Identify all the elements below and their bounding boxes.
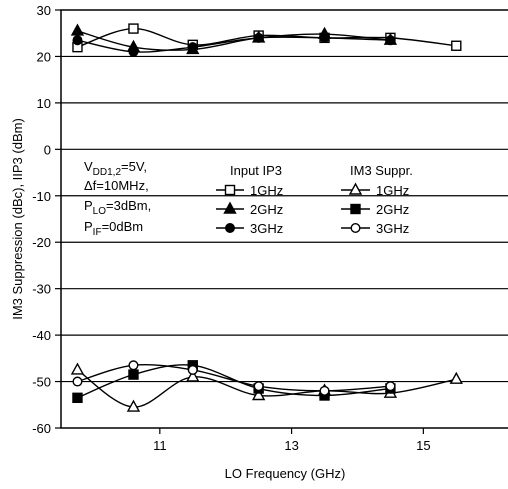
- legend-entry: 3GHz: [216, 221, 283, 236]
- legend-marker: [348, 182, 363, 195]
- y-tick-label: -60: [32, 421, 51, 436]
- y-tick-label: 0: [44, 142, 51, 157]
- legend-label: 2GHz: [376, 202, 409, 217]
- legend-entry: 1GHz: [216, 183, 283, 198]
- x-tick-label: 11: [153, 438, 167, 453]
- data-point: [319, 32, 330, 43]
- data-point: [128, 23, 139, 34]
- series-6: [72, 360, 396, 396]
- y-tick-label: -30: [32, 282, 51, 297]
- plot-frame: [60, 9, 508, 429]
- legend-label: 1GHz: [376, 183, 409, 198]
- legend-marker: [224, 184, 236, 196]
- legend: Input IP3 IM3 Suppr. 1GHz 2GHz 3GHz 1GHz 2GH…: [216, 163, 413, 236]
- legend-label: 1GHz: [250, 183, 283, 198]
- data-point: [72, 376, 83, 387]
- data-point: [187, 42, 198, 53]
- legend-entry: 2GHz: [216, 201, 283, 217]
- legend-title-im3-suppr: IM3 Suppr.: [350, 163, 413, 178]
- x-tick-label: 13: [284, 438, 298, 453]
- data-point: [126, 399, 141, 412]
- y-tick-label: -40: [32, 328, 51, 343]
- legend-marker: [350, 222, 361, 233]
- conditions-annotation: VDD1,2=5V, Δf=10MHz, PLO=3dBm, PIF=0dBm: [84, 159, 151, 238]
- data-point: [385, 381, 396, 392]
- data-point: [385, 35, 396, 46]
- data-point: [186, 369, 200, 382]
- legend-title-input-ip3: Input IP3: [230, 163, 282, 178]
- x-axis-label: LO Frequency (GHz): [225, 466, 346, 481]
- data-point: [72, 35, 83, 46]
- y-tick-label: -50: [32, 375, 51, 390]
- condition-df: Δf=10MHz,: [84, 178, 149, 193]
- data-point: [128, 369, 139, 380]
- data-point: [319, 385, 330, 396]
- data-point: [70, 362, 85, 375]
- data-point: [128, 360, 139, 371]
- data-point: [449, 371, 463, 384]
- y-tick-label: 10: [37, 96, 51, 111]
- data-point: [70, 23, 85, 36]
- data-point: [253, 381, 264, 392]
- data-point: [128, 46, 139, 57]
- data-point: [187, 364, 198, 375]
- x-tick-label: 15: [416, 438, 430, 453]
- data-point: [251, 388, 266, 401]
- legend-marker: [224, 222, 235, 233]
- data-point: [253, 32, 264, 43]
- condition-pif: PIF=0dBm: [84, 219, 143, 238]
- y-tick-label: -20: [32, 235, 51, 250]
- data-point: [451, 40, 462, 51]
- data-point: [72, 392, 83, 404]
- legend-entry: 3GHz: [341, 221, 409, 236]
- condition-vdd: VDD1,2=5V,: [84, 159, 147, 178]
- legend-marker: [223, 201, 237, 214]
- series-group: [70, 23, 463, 412]
- series-3: [72, 32, 396, 57]
- y-tick-label: 30: [37, 3, 51, 18]
- axis-ticks: 30 20 10 0 -10 -20 -30 -40 -50 -60 11 13 15: [32, 3, 430, 453]
- legend-marker: [350, 203, 361, 215]
- y-tick-label: 20: [37, 49, 51, 64]
- y-tick-label: -10: [32, 189, 51, 204]
- legend-entry: 2GHz: [341, 202, 409, 217]
- legend-label: 3GHz: [376, 221, 409, 236]
- y-axis-label: IM3 Suppression (dBc), IIP3 (dBm): [10, 118, 25, 320]
- legend-label: 3GHz: [250, 221, 283, 236]
- condition-plo: PLO=3dBm,: [84, 198, 151, 217]
- grid-lines: [61, 55, 508, 383]
- legend-label: 2GHz: [250, 202, 283, 217]
- legend-entry: 1GHz: [341, 182, 409, 198]
